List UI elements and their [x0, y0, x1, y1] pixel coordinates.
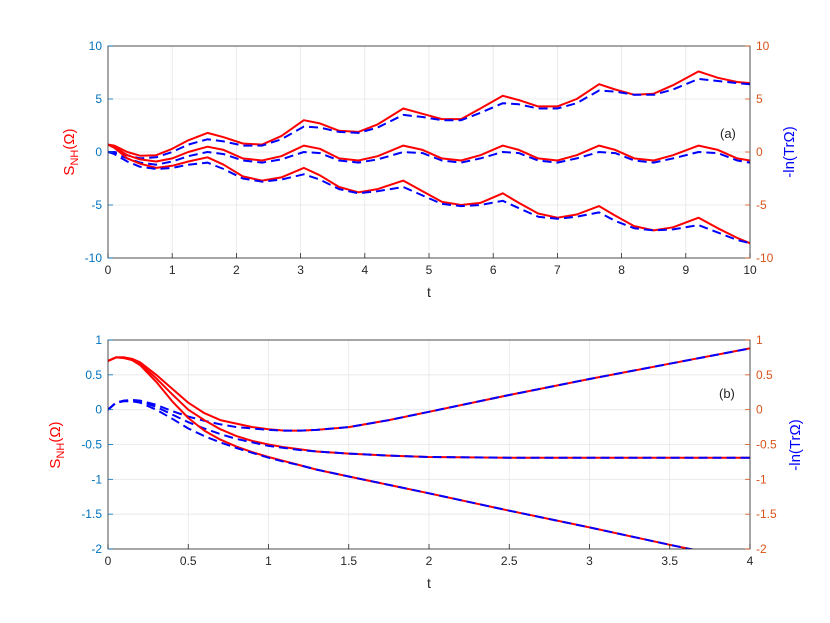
ylabel-left-a-rest: (Ω) [61, 128, 78, 149]
ylabel-left-b: SNH(Ω) [47, 421, 67, 468]
panel-b: 0 0.5 1 1.5 2 2.5 3 3.5 4 1 1 0.5 0.5 0 0 -0.5 -0.5 -1 -1 -… [47, 333, 804, 591]
series-group-a [108, 70, 750, 245]
tick-label-left: 5 [95, 92, 102, 106]
tick-label-right: 0.5 [756, 368, 773, 382]
ylabel-left-b-main: S [47, 459, 64, 469]
tick-label-x: 2 [426, 554, 433, 568]
tick-label-left: 0 [95, 145, 102, 159]
tick-label-left: 10 [89, 39, 103, 53]
xlabel-a: t [427, 284, 431, 300]
tick-label-left: -0.5 [81, 438, 102, 452]
ylabel-right-b: -ln(TrΩ) [787, 419, 804, 470]
tick-label-x: 0.5 [180, 554, 197, 568]
ticks-a: 0 1 2 3 4 5 6 7 8 9 10 10 10 5 5 0 0 -5 -5 -10 -10 [85, 39, 774, 277]
tick-label-x: 4 [361, 263, 368, 277]
tick-label-left: -1 [91, 472, 102, 486]
ylabel-right-a: -ln(TrΩ) [781, 126, 798, 177]
tick-label-left: -5 [91, 198, 102, 212]
tick-label-left: 0.5 [85, 368, 102, 382]
tick-label-left: -2 [91, 542, 102, 556]
tick-label-right: -5 [756, 198, 767, 212]
tick-label-left: -1.5 [81, 507, 102, 521]
tick-label-x: 3 [586, 554, 593, 568]
tick-label-right: -0.5 [756, 438, 777, 452]
tick-label-x: 4 [747, 554, 754, 568]
series-line-solid [108, 143, 750, 163]
ylabel-left-a-main: S [61, 166, 78, 176]
tick-label-x: 10 [743, 263, 757, 277]
tick-label-right: -1.5 [756, 507, 777, 521]
tick-label-x: 1 [265, 554, 272, 568]
series-line-dashed [108, 77, 750, 160]
tick-label-x: 3.5 [661, 554, 678, 568]
series-line-dashed [108, 399, 750, 459]
tick-label-x: 2.5 [501, 554, 518, 568]
tick-label-left: 1 [95, 333, 102, 347]
series-line-solid [108, 143, 750, 245]
tick-label-right: 5 [756, 92, 763, 106]
tick-label-x: 2 [233, 263, 240, 277]
tick-label-right: -1 [756, 472, 767, 486]
tick-label-x: 7 [554, 263, 561, 277]
ylabel-left-b-rest: (Ω) [47, 421, 64, 442]
tick-label-left: 0 [95, 403, 102, 417]
ylabel-left-a: SNH(Ω) [61, 128, 81, 175]
tick-label-x: 1 [169, 263, 176, 277]
tick-label-right: 10 [756, 39, 770, 53]
panel-label-a: (a) [720, 126, 736, 141]
tick-label-x: 5 [426, 263, 433, 277]
tick-label-x: 1.5 [340, 554, 357, 568]
tick-label-right: -2 [756, 542, 767, 556]
tick-label-x: 8 [618, 263, 625, 277]
series-line-dashed [108, 151, 750, 245]
xlabel-b: t [427, 575, 431, 591]
series-line-dashed [108, 151, 750, 166]
tick-label-x: 0 [105, 554, 112, 568]
panel-label-b: (b) [719, 386, 735, 401]
ylabel-left-a-sub: NH [69, 150, 81, 166]
tick-label-right: -10 [756, 251, 774, 265]
tick-label-right: 0 [756, 403, 763, 417]
series-group-b [108, 347, 750, 549]
tick-label-x: 6 [490, 263, 497, 277]
tick-label-x: 9 [682, 263, 689, 277]
tick-label-right: 1 [756, 333, 763, 347]
ticks-b: 0 0.5 1 1.5 2 2.5 3 3.5 4 1 1 0.5 0.5 0 0 -0.5 -0.5 -1 -1 -… [81, 333, 777, 568]
ylabel-left-b-sub: NH [55, 443, 67, 459]
tick-label-left: -10 [85, 251, 103, 265]
series-line-dashed [108, 400, 695, 549]
panel-a: 0 1 2 3 4 5 6 7 8 9 10 10 10 5 5 0 0 -5 -5 -10 -10 (a) t SNH… [61, 39, 798, 300]
tick-label-x: 0 [105, 263, 112, 277]
tick-label-x: 3 [297, 263, 304, 277]
tick-label-right: 0 [756, 145, 763, 159]
